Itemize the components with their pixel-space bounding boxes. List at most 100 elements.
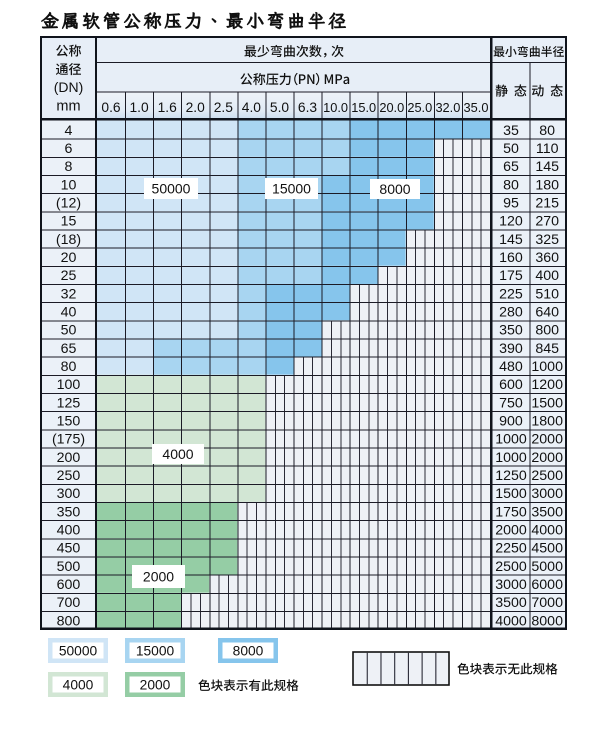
svg-text:50: 50 xyxy=(503,141,519,157)
svg-text:800: 800 xyxy=(57,613,81,629)
svg-text:390: 390 xyxy=(499,341,523,357)
svg-text:1750: 1750 xyxy=(495,504,527,520)
svg-text:25.0: 25.0 xyxy=(407,100,432,115)
svg-text:65: 65 xyxy=(61,341,77,357)
svg-text:800: 800 xyxy=(535,323,559,339)
svg-text:2000: 2000 xyxy=(531,432,563,448)
svg-text:mm: mm xyxy=(56,98,80,114)
svg-text:700: 700 xyxy=(57,595,81,611)
svg-text:(175): (175) xyxy=(52,432,85,448)
svg-text:0.6: 0.6 xyxy=(101,100,121,115)
svg-text:7000: 7000 xyxy=(531,595,563,611)
svg-text:80: 80 xyxy=(539,123,555,139)
svg-text:5.0: 5.0 xyxy=(270,100,290,115)
svg-text:20: 20 xyxy=(61,250,77,266)
svg-text:3000: 3000 xyxy=(495,577,527,593)
svg-text:145: 145 xyxy=(535,159,559,175)
svg-text:50: 50 xyxy=(61,323,77,339)
svg-text:160: 160 xyxy=(499,250,523,266)
svg-text:4000: 4000 xyxy=(531,522,563,538)
svg-text:180: 180 xyxy=(535,177,559,193)
svg-text:32.0: 32.0 xyxy=(435,100,460,115)
svg-text:15000: 15000 xyxy=(136,644,175,659)
svg-text:600: 600 xyxy=(57,577,81,593)
svg-text:175: 175 xyxy=(499,268,523,284)
svg-text:5000: 5000 xyxy=(531,559,563,575)
svg-text:1500: 1500 xyxy=(495,486,527,502)
svg-text:(DN): (DN) xyxy=(54,79,84,95)
svg-text:65: 65 xyxy=(503,159,519,175)
svg-text:8000: 8000 xyxy=(379,181,410,197)
svg-text:250: 250 xyxy=(57,468,81,484)
svg-text:80: 80 xyxy=(503,177,519,193)
svg-text:510: 510 xyxy=(535,286,559,302)
svg-text:350: 350 xyxy=(499,323,523,339)
svg-text:2250: 2250 xyxy=(495,541,527,557)
svg-text:40: 40 xyxy=(61,304,77,320)
svg-text:2000: 2000 xyxy=(143,569,174,585)
svg-text:120: 120 xyxy=(499,214,523,230)
svg-text:145: 145 xyxy=(499,232,523,248)
svg-text:80: 80 xyxy=(61,359,77,375)
svg-text:1000: 1000 xyxy=(495,432,527,448)
svg-text:6000: 6000 xyxy=(531,577,563,593)
svg-text:(18): (18) xyxy=(56,232,81,248)
svg-text:6: 6 xyxy=(65,141,73,157)
svg-text:1250: 1250 xyxy=(495,468,527,484)
svg-text:1000: 1000 xyxy=(531,359,563,375)
svg-text:125: 125 xyxy=(57,395,81,411)
svg-text:1000: 1000 xyxy=(495,450,527,466)
svg-text:4000: 4000 xyxy=(495,613,527,629)
svg-text:2.0: 2.0 xyxy=(186,100,206,115)
svg-text:2500: 2500 xyxy=(495,559,527,575)
svg-text:750: 750 xyxy=(499,395,523,411)
svg-text:3000: 3000 xyxy=(531,486,563,502)
svg-text:10: 10 xyxy=(61,177,77,193)
svg-text:35: 35 xyxy=(503,123,519,139)
svg-text:360: 360 xyxy=(535,250,559,266)
svg-text:500: 500 xyxy=(57,559,81,575)
svg-text:1.0: 1.0 xyxy=(130,100,150,115)
svg-text:845: 845 xyxy=(535,341,559,357)
svg-text:3500: 3500 xyxy=(531,504,563,520)
svg-text:110: 110 xyxy=(536,141,559,157)
svg-text:600: 600 xyxy=(499,377,523,393)
svg-text:4: 4 xyxy=(65,123,73,139)
svg-text:270: 270 xyxy=(535,214,559,230)
svg-text:4.0: 4.0 xyxy=(242,100,262,115)
svg-text:225: 225 xyxy=(499,286,523,302)
svg-text:215: 215 xyxy=(535,196,559,212)
svg-text:480: 480 xyxy=(499,359,523,375)
svg-text:640: 640 xyxy=(535,304,559,320)
svg-text:280: 280 xyxy=(499,304,523,320)
svg-text:350: 350 xyxy=(57,504,81,520)
svg-text:15000: 15000 xyxy=(272,181,311,197)
svg-text:95: 95 xyxy=(503,196,519,212)
svg-text:100: 100 xyxy=(57,377,81,393)
svg-text:2000: 2000 xyxy=(531,450,563,466)
svg-text:8: 8 xyxy=(65,159,73,175)
svg-text:900: 900 xyxy=(499,413,523,429)
svg-text:1200: 1200 xyxy=(531,377,563,393)
svg-text:50000: 50000 xyxy=(152,181,191,197)
svg-text:25: 25 xyxy=(61,268,77,284)
svg-text:325: 325 xyxy=(535,232,559,248)
svg-text:2500: 2500 xyxy=(531,468,563,484)
svg-text:400: 400 xyxy=(57,522,81,538)
svg-text:35.0: 35.0 xyxy=(464,100,489,115)
svg-text:400: 400 xyxy=(535,268,559,284)
svg-text:300: 300 xyxy=(57,486,81,502)
svg-text:2000: 2000 xyxy=(140,678,171,693)
svg-text:20.0: 20.0 xyxy=(379,100,404,115)
svg-text:1800: 1800 xyxy=(531,413,563,429)
svg-text:450: 450 xyxy=(57,541,81,557)
svg-text:8000: 8000 xyxy=(531,613,563,629)
svg-text:15: 15 xyxy=(61,214,77,230)
svg-text:1.6: 1.6 xyxy=(158,100,178,115)
svg-text:150: 150 xyxy=(57,413,81,429)
svg-text:50000: 50000 xyxy=(59,644,98,659)
svg-text:2000: 2000 xyxy=(495,522,527,538)
svg-text:(12): (12) xyxy=(56,196,81,212)
svg-text:15.0: 15.0 xyxy=(351,100,376,115)
svg-text:1500: 1500 xyxy=(531,395,563,411)
